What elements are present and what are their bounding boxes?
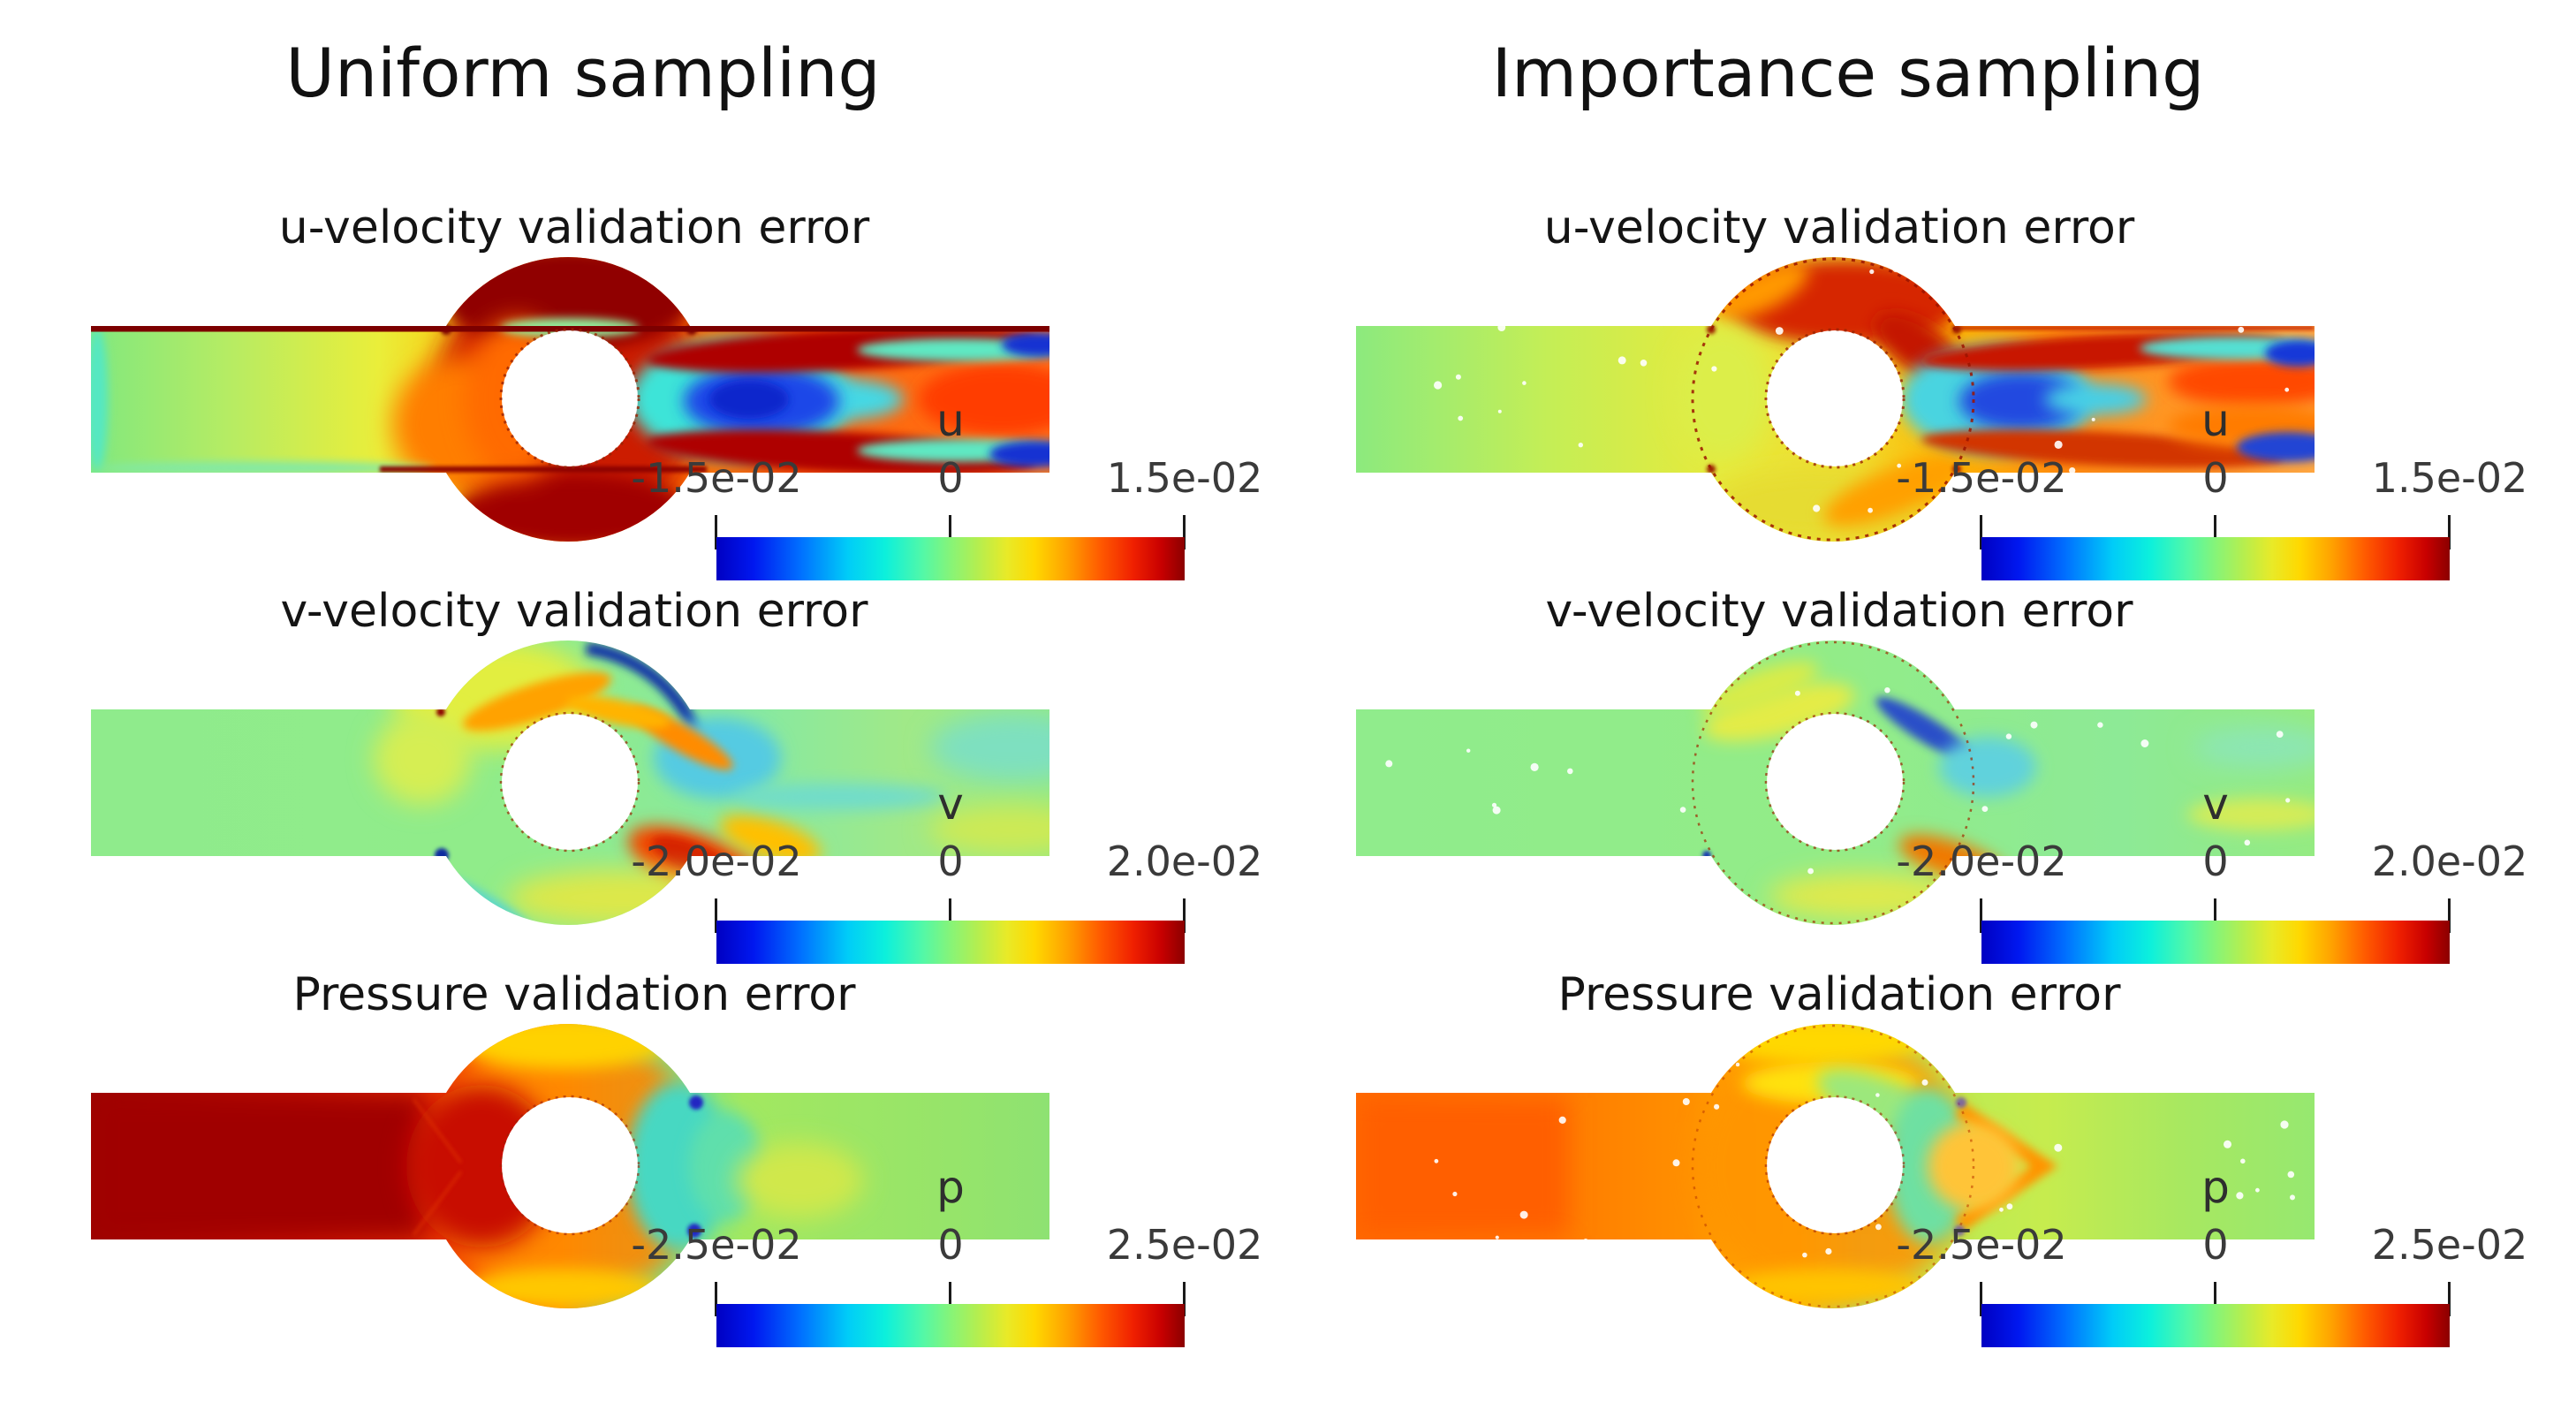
panel-importance-p: Pressure validation error [1265,767,2551,1412]
colorbar-tick-label-max: 2.5e-02 [1106,1221,1263,1269]
subtitle-importance-v: v-velocity validation error [1545,585,2133,638]
colorbar-tick [1183,1282,1186,1316]
field-plot-uniform-p [91,1024,1049,1308]
subtitle-uniform-u: u-velocity validation error [278,201,870,254]
field-plot-importance-u [1356,257,2315,542]
subtitle-uniform-p: Pressure validation error [292,968,856,1021]
subtitle-importance-u: u-velocity validation error [1543,201,2135,254]
column-title-uniform: Uniform sampling [285,34,881,112]
subtitle-uniform-v: v-velocity validation error [280,585,868,638]
colorbar-tick [2448,1282,2451,1316]
panel-uniform-p: Pressure validation error p [0,767,1286,1412]
subtitle-importance-p: Pressure validation error [1557,968,2121,1021]
panel-uniform-u: u-velocity validation error [0,0,1286,645]
field-plot-importance-v [1356,640,2315,925]
colorbar-tick-label-max: 2.5e-02 [2371,1221,2528,1269]
field-plot-importance-p [1356,1024,2315,1308]
field-plot-uniform-u [91,257,1049,542]
column-title-importance: Importance sampling [1491,34,2205,112]
field-plot-uniform-v [91,640,1049,925]
